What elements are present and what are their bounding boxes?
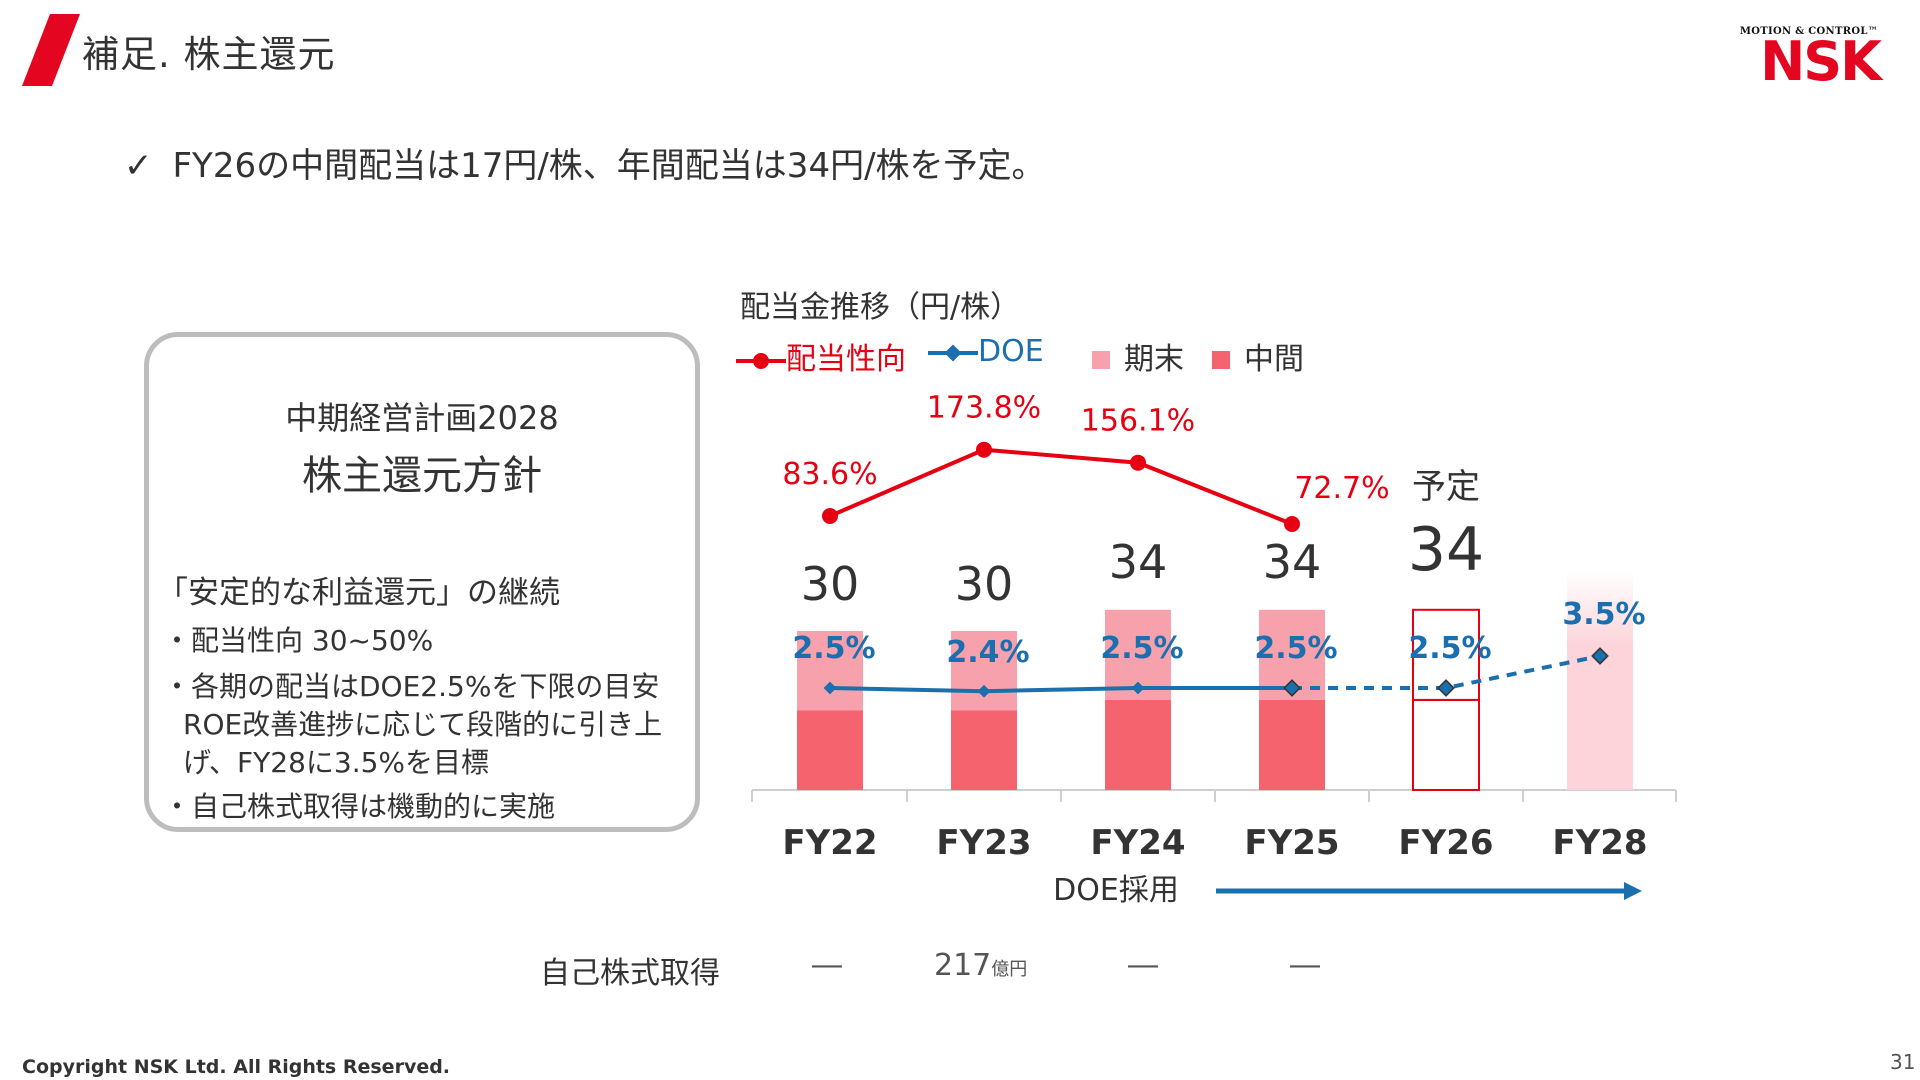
legend-doe-marker xyxy=(928,344,978,361)
payout-label: 156.1% xyxy=(1081,404,1195,439)
doe-label: 2.5% xyxy=(1408,631,1491,666)
bar-interim xyxy=(797,710,863,790)
payout-line xyxy=(829,447,1293,526)
buyback-value: ― xyxy=(1290,948,1320,983)
legend-final: 期末 xyxy=(1092,334,1184,378)
doe-label: 2.4% xyxy=(946,635,1029,670)
policy-item: げ、FY28に3.5%を目標 xyxy=(183,746,490,779)
total-label: 34 xyxy=(1263,535,1322,589)
policy-plan-title: 中期経営計画2028 xyxy=(285,399,559,437)
summary-bullet: ✓ FY26の中間配当は17円/株、年間配当は34円/株を予定。 xyxy=(124,138,1046,187)
payout-point xyxy=(976,441,992,458)
policy-item: ・配当性向 30~50% xyxy=(163,624,434,657)
doe-label: 3.5% xyxy=(1562,597,1645,632)
legend-doe: DOE xyxy=(928,334,1044,369)
payout-label: 72.7% xyxy=(1294,471,1389,506)
legend-payout: 配当性向 xyxy=(736,334,906,378)
legend-final-swatch xyxy=(1092,351,1110,369)
policy-title: 株主還元方針 xyxy=(302,453,542,499)
total-label: 30 xyxy=(955,557,1014,611)
x-tick-label: FY26 xyxy=(1398,823,1493,863)
logo-tagline: MOTION & CONTROL™ xyxy=(1739,26,1878,37)
check-icon: ✓ xyxy=(124,146,153,186)
legend-payout-label: 配当性向 xyxy=(786,342,906,377)
page-title: 補足. 株主還元 xyxy=(82,33,336,76)
buyback-value: ― xyxy=(812,948,842,983)
buyback-value: ― xyxy=(1128,948,1158,983)
nsk-logo: MOTION & CONTROL™ NSK xyxy=(1730,26,1882,93)
copyright: Copyright NSK Ltd. All Rights Reserved. xyxy=(22,1056,451,1078)
x-tick-label: FY25 xyxy=(1244,823,1339,863)
summary-text: FY26の中間配当は17円/株、年間配当は34円/株を予定。 xyxy=(172,146,1046,186)
payout-label: 173.8% xyxy=(927,391,1041,426)
doe-point xyxy=(1283,679,1301,697)
payout-point xyxy=(822,508,838,524)
payout-label: 83.6% xyxy=(782,457,877,492)
policy-item: ・各期の配当はDOE2.5%を下限の目安 xyxy=(163,670,660,703)
payout-point xyxy=(1284,516,1300,533)
policy-item: ・自己株式取得は機動的に実施 xyxy=(163,790,556,823)
x-tick-label: FY28 xyxy=(1552,823,1647,863)
doe-label: 2.5% xyxy=(1100,631,1183,666)
title-accent-slash xyxy=(22,14,80,86)
payout-point xyxy=(1130,454,1146,471)
legend-final-label: 期末 xyxy=(1124,342,1184,377)
x-tick-label: FY23 xyxy=(936,823,1031,863)
page-number: 31 xyxy=(1890,1050,1916,1074)
total-label: 34 xyxy=(1109,535,1168,589)
legend-doe-label: DOE xyxy=(978,334,1044,369)
bar-final xyxy=(797,631,863,711)
buyback-amount: 217 xyxy=(934,948,992,983)
buyback-label: 自己株式取得 xyxy=(540,956,720,991)
total-label: 30 xyxy=(801,557,860,611)
doe-label: 2.5% xyxy=(792,631,875,666)
total-label: 34 xyxy=(1408,515,1484,585)
x-tick-label: FY24 xyxy=(1090,823,1185,863)
bar-interim xyxy=(1105,699,1171,790)
doe-adoption-arrowhead xyxy=(1624,882,1642,900)
logo-wordmark: NSK xyxy=(1760,30,1882,93)
plan-label: 予定 xyxy=(1412,467,1480,507)
policy-box: 中期経営計画2028 株主還元方針 「安定的な利益還元」の継続 ・配当性向 30… xyxy=(144,332,700,832)
bar-interim xyxy=(951,710,1017,790)
policy-heading: 「安定的な利益還元」の継続 xyxy=(157,575,560,611)
doe-point xyxy=(1437,679,1455,697)
chart-caption: 配当金推移（円/株） xyxy=(740,290,1021,325)
buyback-value: 217億円 xyxy=(934,948,1027,983)
bar-fy28-target xyxy=(1567,570,1633,790)
buyback-unit: 億円 xyxy=(991,959,1028,980)
legend-interim-label: 中間 xyxy=(1244,342,1304,377)
bar-interim-planned xyxy=(1412,698,1480,792)
bar-interim xyxy=(1259,699,1325,790)
doe-adoption-label: DOE採用 xyxy=(1053,873,1179,908)
doe-point xyxy=(1591,647,1609,665)
x-tick-label: FY22 xyxy=(782,823,877,863)
doe-line-actual xyxy=(829,686,1292,694)
doe-label: 2.5% xyxy=(1254,631,1337,666)
legend-interim: 中間 xyxy=(1212,334,1304,378)
policy-item: ROE改善進捗に応じて段階的に引き上 xyxy=(183,708,663,741)
legend-payout-marker xyxy=(736,352,786,369)
legend-interim-swatch xyxy=(1212,351,1230,369)
